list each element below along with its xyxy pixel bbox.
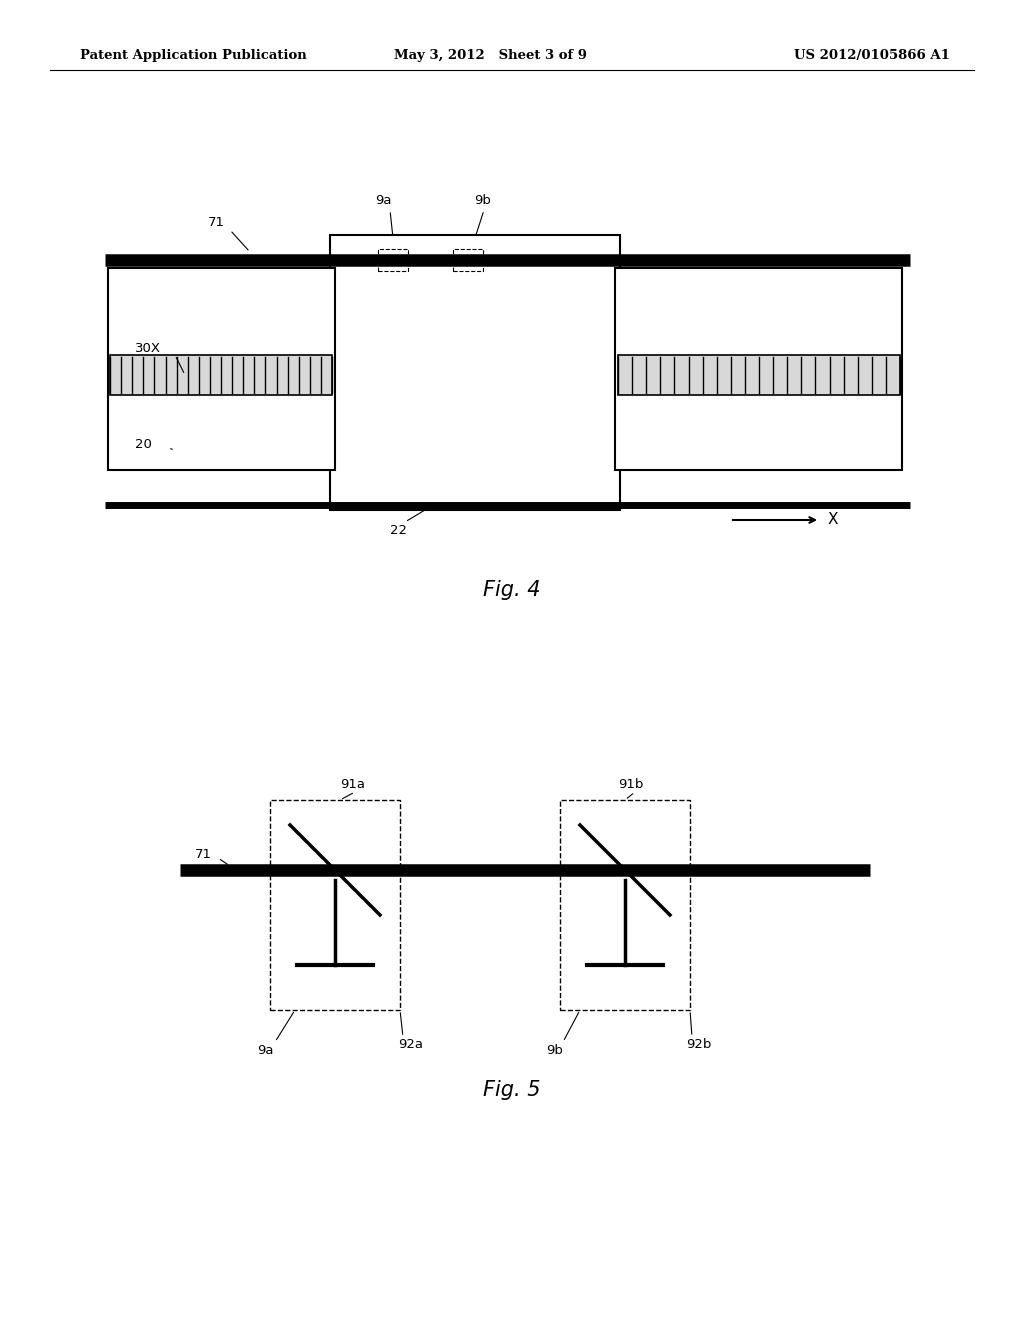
Text: US 2012/0105866 A1: US 2012/0105866 A1 — [795, 49, 950, 62]
Text: 71: 71 — [195, 849, 212, 862]
Bar — [330, 235, 620, 510]
Bar — [560, 800, 690, 1010]
Text: 30X: 30X — [135, 342, 161, 355]
Text: 9a: 9a — [375, 194, 391, 206]
Text: 92b: 92b — [686, 1039, 712, 1052]
Text: 22: 22 — [390, 524, 407, 536]
Text: 9a: 9a — [257, 1044, 273, 1056]
Text: 9b: 9b — [546, 1044, 563, 1056]
Text: 20: 20 — [135, 438, 152, 451]
Text: 91b: 91b — [618, 779, 643, 792]
Bar — [110, 355, 332, 395]
Text: 9b: 9b — [474, 194, 490, 206]
Bar — [618, 355, 900, 395]
Text: Fig. 5: Fig. 5 — [483, 1080, 541, 1100]
Text: 71: 71 — [208, 215, 225, 228]
Text: Patent Application Publication: Patent Application Publication — [80, 49, 307, 62]
Bar — [108, 268, 335, 470]
Text: Fig. 4: Fig. 4 — [483, 579, 541, 601]
Bar — [378, 249, 408, 271]
Text: 91a: 91a — [340, 779, 365, 792]
Bar — [270, 800, 400, 1010]
Text: 92a: 92a — [398, 1039, 423, 1052]
Text: X: X — [828, 512, 839, 528]
Bar — [615, 268, 902, 470]
Text: May 3, 2012   Sheet 3 of 9: May 3, 2012 Sheet 3 of 9 — [393, 49, 587, 62]
Bar — [453, 249, 483, 271]
